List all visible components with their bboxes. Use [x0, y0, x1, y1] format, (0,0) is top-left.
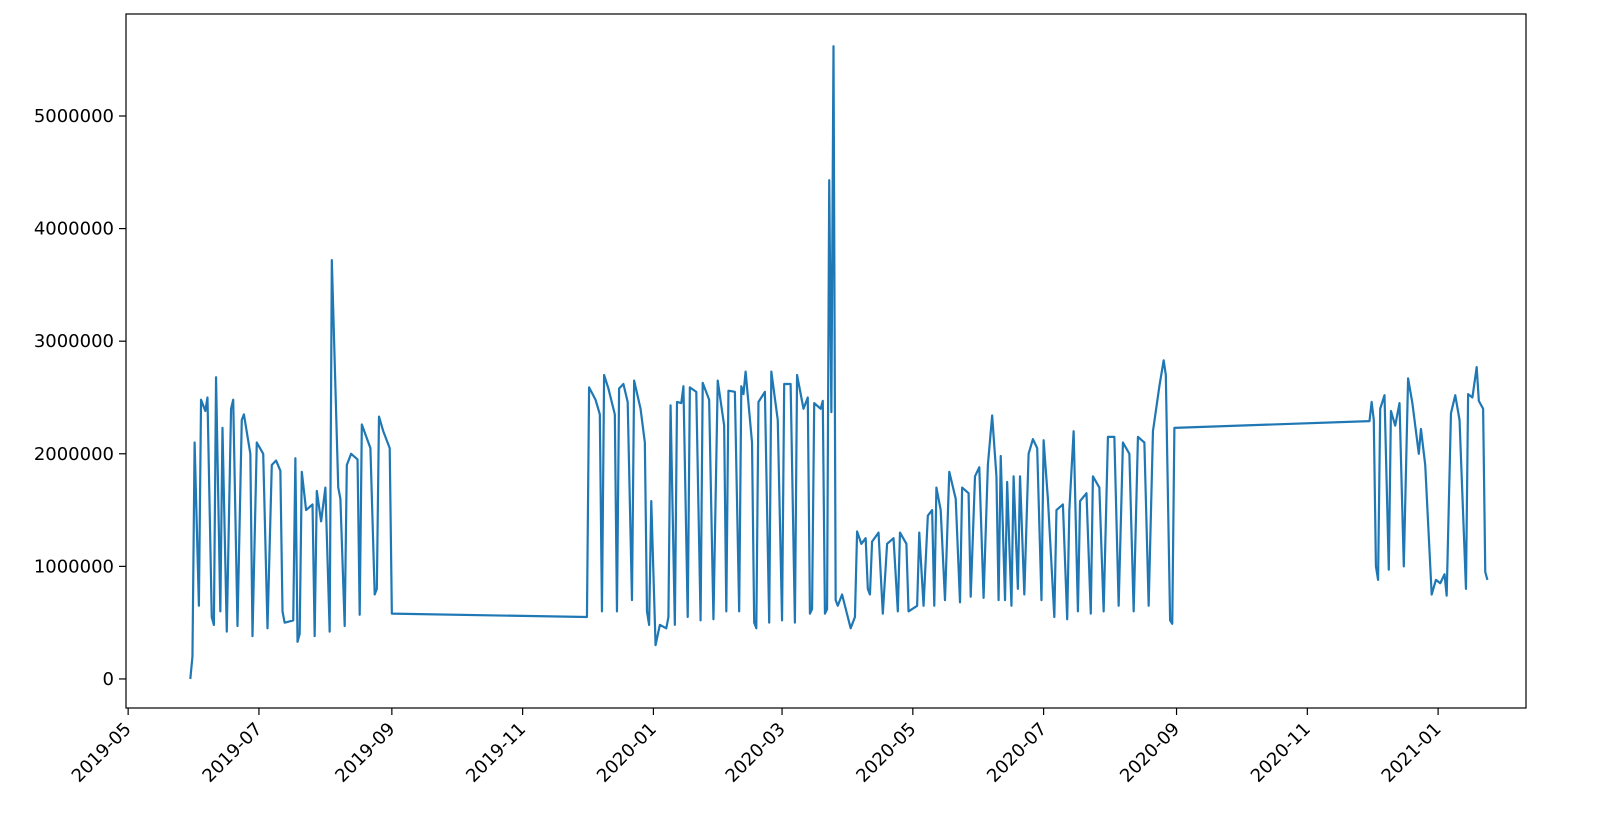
- y-tick-label: 0: [103, 669, 114, 690]
- y-tick-label: 3000000: [34, 331, 114, 352]
- plot-frame: [125, 13, 1527, 709]
- y-tick-label: 2000000: [34, 444, 114, 465]
- y-tick-label: 1000000: [34, 556, 114, 577]
- y-tick-label: 5000000: [34, 106, 114, 127]
- y-tick-label: 4000000: [34, 219, 114, 240]
- data-line: [189, 45, 1489, 680]
